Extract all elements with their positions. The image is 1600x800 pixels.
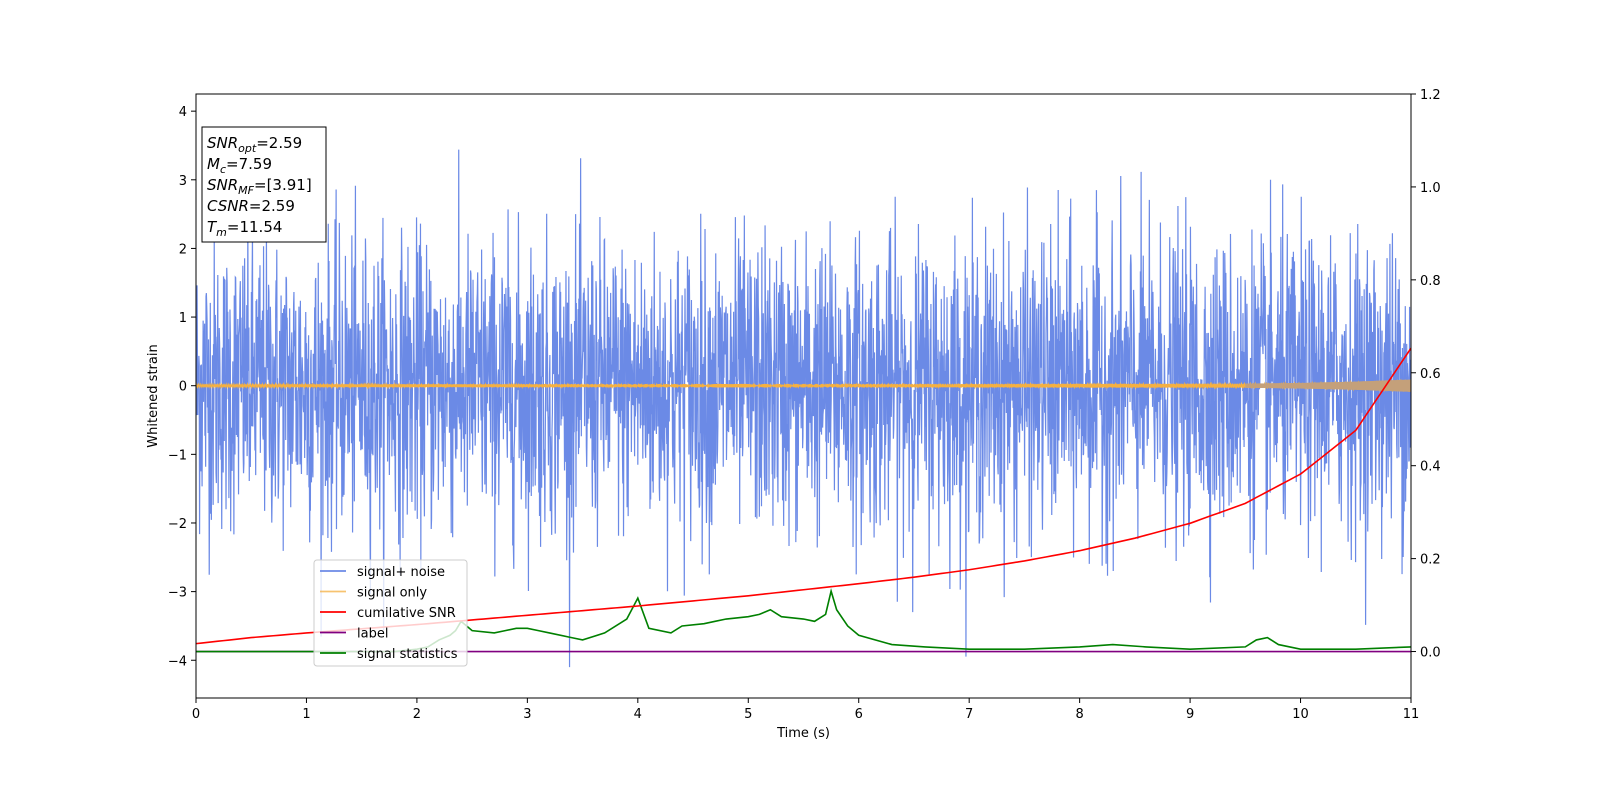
x-axis: 0 1 2 3 4 5 6 7 8 9 10 11 xyxy=(192,698,1419,722)
y-left-tick-label: −4 xyxy=(168,654,187,669)
x-axis-label: Time (s) xyxy=(776,726,830,741)
x-tick-label: 10 xyxy=(1292,707,1309,722)
signal-only-series xyxy=(196,378,1411,393)
y-left-tick-label: 2 xyxy=(179,242,187,257)
legend-entry: signal only xyxy=(357,586,427,601)
y-left-tick-label: 4 xyxy=(179,105,187,120)
info-line: SNRopt=2.59 xyxy=(207,134,302,155)
legend: signal+ noise signal only cumilative SNR la… xyxy=(313,559,468,667)
x-tick-label: 1 xyxy=(302,707,310,722)
y-right-tick-label: 0.0 xyxy=(1420,646,1441,661)
legend-entry: label xyxy=(357,627,388,642)
y-right-tick-label: 0.2 xyxy=(1420,553,1441,568)
legend-frame xyxy=(313,559,468,667)
signal-noise-series xyxy=(196,149,1411,668)
x-tick-label: 7 xyxy=(965,707,973,722)
x-tick-label: 8 xyxy=(1075,707,1083,722)
y-axis-left: −4 −3 −2 −1 0 1 2 3 4 xyxy=(168,105,196,669)
y-left-tick-label: 0 xyxy=(179,380,187,395)
y-left-tick-label: −1 xyxy=(168,448,187,463)
x-tick-label: 9 xyxy=(1186,707,1194,722)
x-tick-label: 0 xyxy=(192,707,200,722)
y-left-tick-label: −2 xyxy=(168,517,187,532)
y-right-tick-label: 1.2 xyxy=(1420,88,1441,103)
y-right-tick-label: 1.0 xyxy=(1420,181,1441,196)
y-left-tick-label: −3 xyxy=(168,586,187,601)
y-left-tick-label: 3 xyxy=(179,174,187,189)
legend-entry: signal statistics xyxy=(357,647,458,662)
x-tick-label: 2 xyxy=(413,707,421,722)
x-tick-label: 5 xyxy=(744,707,752,722)
signal-only-band xyxy=(1245,379,1411,392)
y-left-tick-label: 1 xyxy=(179,311,187,326)
info-line: Mc=7.59 xyxy=(207,155,272,176)
y-axis-label: Whitened strain xyxy=(146,344,161,447)
y-right-tick-label: 0.8 xyxy=(1420,274,1441,289)
x-tick-label: 4 xyxy=(634,707,642,722)
x-tick-label: 3 xyxy=(523,707,531,722)
y-right-tick-label: 0.4 xyxy=(1420,460,1441,475)
signal-statistics-line xyxy=(196,588,1411,653)
signal-only-line xyxy=(196,378,1411,393)
y-right-tick-label: 0.6 xyxy=(1420,367,1441,382)
legend-entry: cumilative SNR xyxy=(357,606,456,621)
info-line: SNRMF=[3.91] xyxy=(207,176,312,197)
x-tick-label: 6 xyxy=(855,707,863,722)
y-axis-right: 0.0 0.2 0.4 0.6 0.8 1.0 1.2 xyxy=(1411,88,1441,661)
plot-frame xyxy=(195,93,1412,699)
signal-noise-line xyxy=(196,149,1411,668)
info-line: CSNR=2.59 xyxy=(207,197,295,215)
x-tick-label: 11 xyxy=(1403,707,1420,722)
legend-entry: signal+ noise xyxy=(357,565,445,580)
info-box-frame xyxy=(201,126,327,243)
info-line: Tm=11.54 xyxy=(207,218,282,239)
